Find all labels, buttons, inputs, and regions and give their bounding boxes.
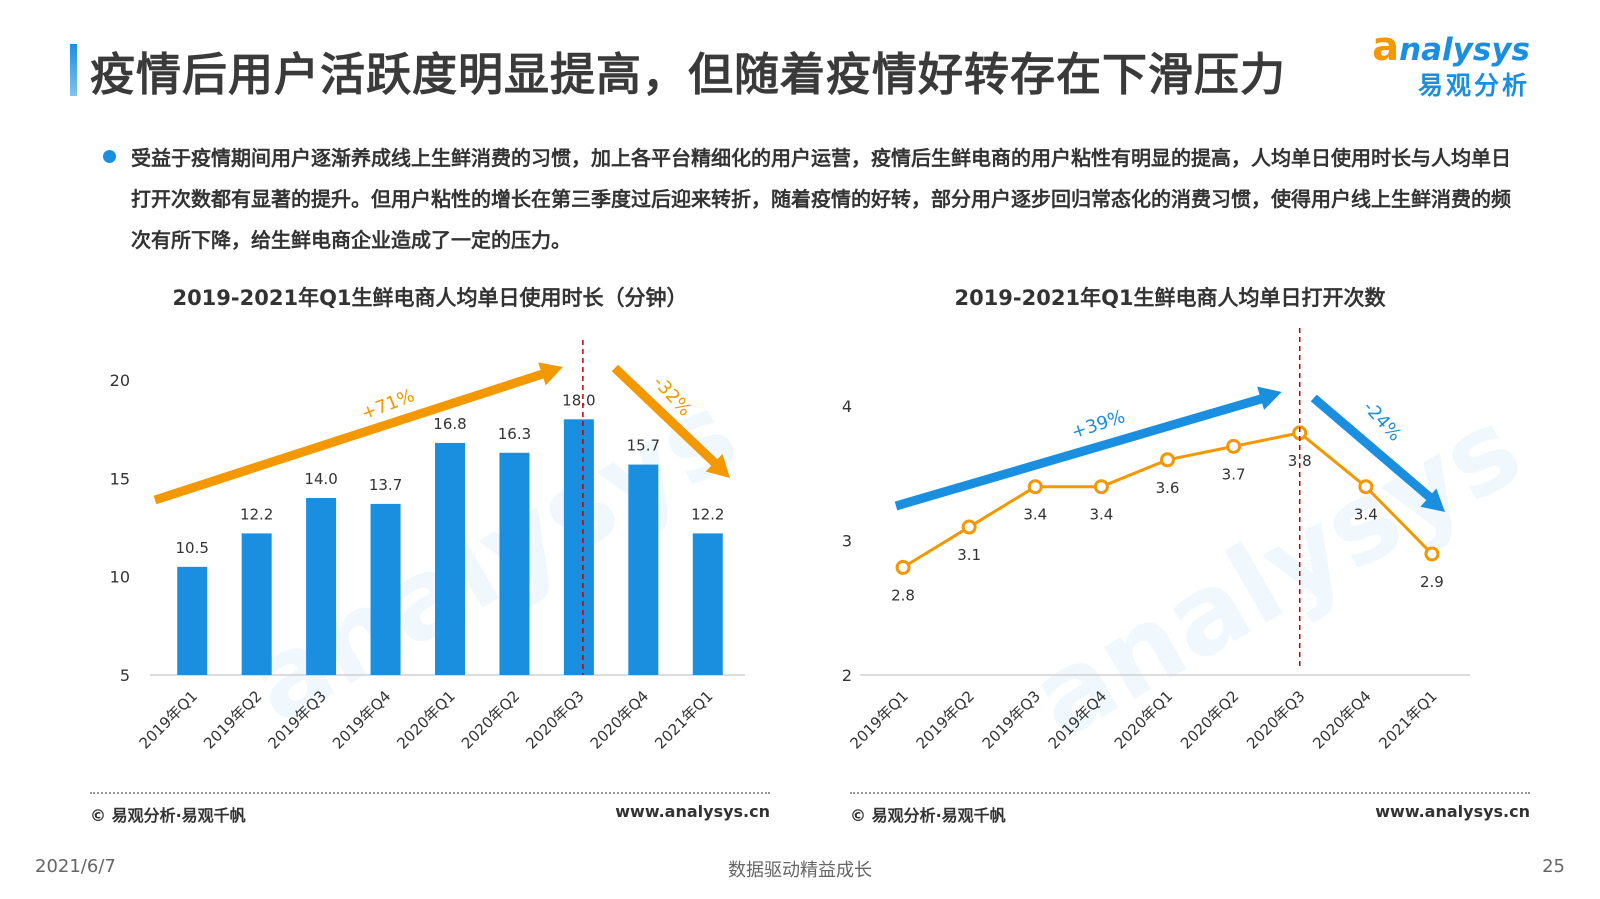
title-accent-bar bbox=[70, 44, 77, 96]
bar bbox=[563, 419, 594, 675]
bar bbox=[306, 498, 337, 675]
up-trend-arrow-shaft bbox=[153, 367, 551, 505]
point-value-label: 3.4 bbox=[1354, 506, 1378, 524]
point-value-label: 3.7 bbox=[1222, 465, 1246, 483]
x-tick-label: 2021年Q1 bbox=[651, 687, 716, 752]
chart1-divider bbox=[90, 792, 770, 794]
data-point bbox=[1027, 479, 1043, 495]
point-value-label: 2.8 bbox=[891, 586, 915, 604]
chart2-divider bbox=[850, 792, 1530, 794]
bullet-dot-icon bbox=[103, 150, 116, 163]
point-value-label: 3.4 bbox=[1023, 506, 1047, 524]
up-trend-arrow-head bbox=[538, 362, 563, 386]
footer-slogan: 数据驱动精益成长 bbox=[728, 860, 872, 881]
bar bbox=[499, 452, 530, 675]
down-trend-arrow-head bbox=[1420, 488, 1445, 512]
point-value-label: 3.4 bbox=[1089, 506, 1113, 524]
x-tick-label: 2019年Q1 bbox=[136, 687, 201, 752]
chart2-title: 2019-2021年Q1生鲜电商人均单日打开次数 bbox=[954, 286, 1386, 310]
x-tick-label: 2020年Q4 bbox=[1309, 687, 1374, 752]
x-tick-label: 2020年Q4 bbox=[587, 687, 652, 752]
up-trend-arrow-shaft bbox=[894, 392, 1269, 511]
y-tick-label: 4 bbox=[842, 397, 852, 416]
point-value-label: 2.9 bbox=[1420, 573, 1444, 591]
y-tick-label: 10 bbox=[110, 568, 130, 587]
data-point bbox=[1358, 479, 1374, 495]
usage-duration-bar-chart: analysys510152010.52019年Q112.22019年Q214.… bbox=[110, 340, 757, 753]
summary-text: 受益于疫情期间用户逐渐养成线上生鲜消费的习惯，加上各平台精细化的用户运营，疫情后… bbox=[131, 146, 1511, 252]
page-title: 疫情后用户活跃度明显提高，但随着疫情好转存在下滑压力 bbox=[90, 48, 1287, 101]
x-tick-label: 2019年Q2 bbox=[913, 687, 978, 752]
bar-value-label: 18.0 bbox=[562, 391, 595, 409]
x-tick-label: 2019年Q1 bbox=[846, 687, 911, 752]
x-tick-label: 2019年Q3 bbox=[979, 687, 1044, 752]
y-tick-label: 20 bbox=[110, 371, 130, 390]
bar-value-label: 16.8 bbox=[433, 415, 466, 433]
x-tick-label: 2020年Q3 bbox=[1243, 687, 1308, 752]
chart1-url: www.analysys.cn bbox=[615, 802, 770, 821]
down-trend-arrow-shaft bbox=[611, 364, 722, 470]
chart2-url: www.analysys.cn bbox=[1375, 802, 1530, 821]
bar bbox=[241, 533, 272, 675]
down-trend-arrow-shaft bbox=[1310, 394, 1436, 504]
point-value-label: 3.8 bbox=[1288, 452, 1312, 470]
x-tick-label: 2020年Q1 bbox=[393, 687, 458, 752]
bar bbox=[692, 533, 723, 675]
data-point bbox=[1226, 438, 1242, 454]
data-point bbox=[1093, 479, 1109, 495]
y-tick-label: 3 bbox=[842, 532, 852, 551]
bar bbox=[628, 464, 659, 675]
y-tick-label: 15 bbox=[110, 469, 130, 488]
bar-value-label: 10.5 bbox=[176, 539, 209, 557]
y-tick-label: 2 bbox=[842, 666, 852, 685]
bar bbox=[177, 566, 208, 675]
open-count-line-chart: analysys2342.82019年Q13.12019年Q23.42019年Q… bbox=[842, 328, 1541, 763]
logo-cn: 易观分析 bbox=[1417, 71, 1530, 100]
summary-bullet: 受益于疫情期间用户逐渐养成线上生鲜消费的习惯，加上各平台精细化的用户运营，疫情后… bbox=[103, 138, 1513, 261]
data-point bbox=[1424, 546, 1440, 562]
chart1-title: 2019-2021年Q1生鲜电商人均单日使用时长（分钟） bbox=[172, 286, 688, 310]
analysys-logo: analysys 易观分析 bbox=[1372, 24, 1530, 102]
x-tick-label: 2020年Q3 bbox=[522, 687, 587, 752]
data-point bbox=[895, 559, 911, 575]
point-value-label: 3.1 bbox=[957, 546, 981, 564]
x-tick-label: 2019年Q2 bbox=[200, 687, 265, 752]
bar bbox=[370, 503, 401, 675]
bar-value-label: 15.7 bbox=[627, 437, 660, 455]
bar bbox=[435, 442, 465, 675]
logo-brand-rest: nalysys bbox=[1399, 32, 1530, 68]
logo-brand-initial: a bbox=[1372, 24, 1400, 70]
bar-value-label: 16.3 bbox=[498, 425, 531, 443]
chart1-source: © 易观分析·易观千帆 bbox=[90, 806, 246, 825]
data-point bbox=[961, 519, 977, 535]
x-tick-label: 2020年Q2 bbox=[458, 687, 523, 752]
x-tick-label: 2021年Q1 bbox=[1375, 687, 1440, 752]
footer-date: 2021/6/7 bbox=[35, 856, 116, 877]
bar-value-label: 14.0 bbox=[304, 470, 337, 488]
bar-value-label: 12.2 bbox=[240, 505, 273, 523]
y-tick-label: 5 bbox=[120, 666, 130, 685]
bar-value-label: 12.2 bbox=[691, 505, 724, 523]
page-number: 25 bbox=[1542, 856, 1565, 877]
bar-value-label: 13.7 bbox=[369, 476, 402, 494]
down-trend-arrow-head bbox=[705, 454, 730, 478]
logo-brand: analysys bbox=[1372, 24, 1530, 70]
data-point bbox=[1160, 452, 1175, 468]
point-value-label: 3.6 bbox=[1156, 479, 1180, 497]
chart2-source: © 易观分析·易观千帆 bbox=[850, 806, 1006, 825]
up-trend-arrow-head bbox=[1257, 386, 1282, 410]
